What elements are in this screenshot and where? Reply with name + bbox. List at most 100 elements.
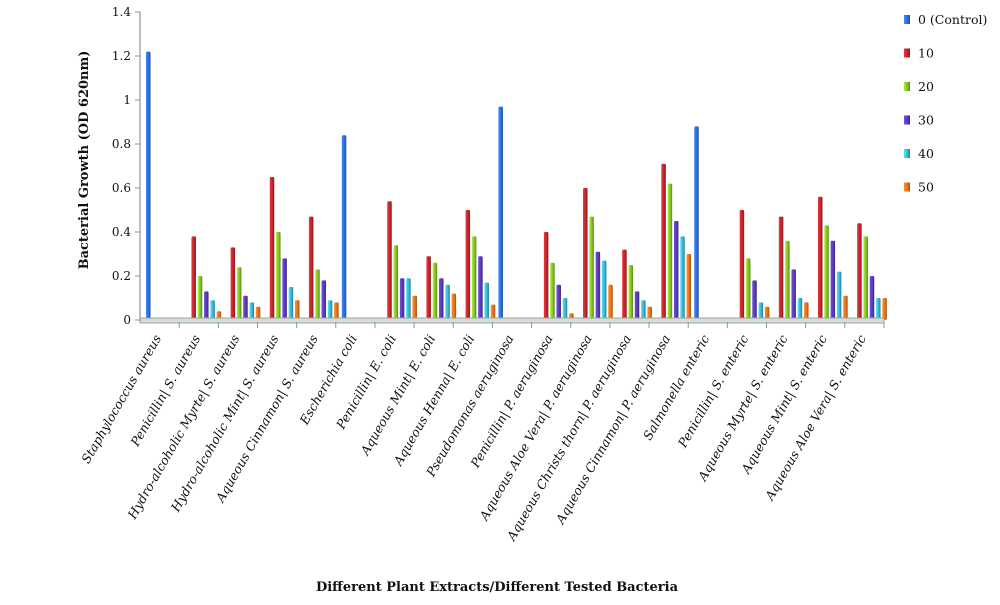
- bar: [451, 293, 457, 320]
- bar: [791, 269, 796, 320]
- bar: [191, 236, 196, 320]
- bar: [647, 306, 652, 320]
- bar: [334, 302, 339, 320]
- bar: [830, 240, 836, 320]
- y-tick-label: 1.4: [112, 5, 131, 19]
- bar: [778, 216, 784, 320]
- bar: [484, 282, 489, 320]
- bar: [785, 240, 790, 320]
- bar: [308, 216, 314, 320]
- bar: [543, 232, 549, 320]
- bar: [876, 298, 881, 320]
- bar: [490, 304, 496, 320]
- bar: [745, 258, 751, 320]
- bar: [197, 276, 203, 320]
- y-tick-label: 1.2: [112, 49, 131, 63]
- bar: [230, 247, 236, 320]
- bar: [739, 210, 745, 320]
- bar: [465, 210, 471, 320]
- bar: [276, 232, 281, 320]
- bar: [680, 236, 685, 320]
- legend-label: 40: [918, 146, 934, 161]
- bar: [243, 295, 248, 320]
- axes-layer: [139, 12, 885, 324]
- bar: [758, 302, 764, 320]
- legend-swatch: [904, 15, 910, 24]
- bar: [426, 256, 431, 320]
- bar: [797, 298, 803, 320]
- bar: [282, 258, 287, 320]
- bar: [824, 225, 829, 320]
- y-tick-label: 1: [123, 93, 131, 107]
- bar: [882, 298, 887, 320]
- bar: [315, 269, 320, 320]
- bars-layer: [146, 51, 887, 321]
- x-axis-floor: [139, 317, 885, 324]
- x-axis-title: Different Plant Extracts/Different Teste…: [316, 580, 679, 595]
- bar: [387, 201, 392, 320]
- bar: [471, 236, 477, 320]
- bar: [439, 278, 444, 320]
- bar: [478, 256, 483, 320]
- bar: [817, 196, 823, 320]
- y-tick-label: 0.8: [112, 137, 131, 151]
- bar: [146, 51, 151, 320]
- bar: [595, 251, 601, 320]
- bar: [836, 271, 842, 320]
- bar: [412, 295, 417, 320]
- bar: [804, 302, 809, 320]
- y-tick-label: 0.6: [112, 181, 131, 195]
- bar: [667, 183, 673, 320]
- bar: [601, 260, 607, 320]
- bar: [622, 249, 627, 320]
- bar: [857, 223, 862, 320]
- y-tick-label: 0.2: [112, 269, 131, 283]
- bar: [843, 295, 848, 320]
- legend-swatch: [904, 82, 910, 91]
- bar: [399, 278, 405, 320]
- bar: [269, 177, 275, 320]
- bar: [764, 306, 770, 320]
- bar: [661, 163, 666, 320]
- bar: [641, 300, 646, 320]
- bar: [288, 287, 294, 320]
- bar: [634, 291, 640, 320]
- legend: 0 (Control) 10 20 30 40 50: [904, 12, 987, 195]
- bar: [869, 276, 875, 320]
- bar: [327, 300, 333, 320]
- x-category-label: Penicillin| S. aureus: [127, 332, 203, 449]
- bar: [294, 300, 300, 320]
- bar: [863, 236, 868, 320]
- bar: [628, 265, 633, 320]
- bar: [498, 106, 503, 320]
- bar: [321, 280, 327, 320]
- bar: [562, 298, 568, 320]
- bar: [686, 254, 692, 320]
- x-category-label: Aqueous Mint| E. coli: [357, 332, 439, 458]
- bar: [255, 306, 261, 320]
- y-tick-label: 0: [123, 313, 131, 327]
- legend-swatch: [904, 115, 910, 125]
- bar: [589, 216, 594, 320]
- x-category-label: Penicillin| S. enteric: [674, 332, 751, 451]
- bar: [608, 284, 613, 320]
- bar: [393, 245, 399, 320]
- legend-label: 30: [918, 113, 934, 128]
- bar: [694, 126, 699, 321]
- legend-label: 10: [918, 46, 934, 61]
- y-ticks: 0 0.2 0.4 0.6 0.8 1 1.2 1.4: [112, 5, 140, 327]
- legend-label: 50: [918, 180, 934, 195]
- bar: [752, 280, 757, 320]
- bar: [204, 291, 209, 320]
- legend-swatch: [904, 149, 910, 158]
- bar: [556, 284, 561, 320]
- legend-label: 0 (Control): [918, 12, 987, 27]
- bar: [406, 278, 411, 320]
- bar: [236, 267, 242, 320]
- bar: [673, 221, 679, 320]
- bar: [210, 300, 215, 320]
- bar: [550, 262, 555, 320]
- bar: [583, 188, 588, 320]
- y-tick-label: 0.4: [112, 225, 131, 239]
